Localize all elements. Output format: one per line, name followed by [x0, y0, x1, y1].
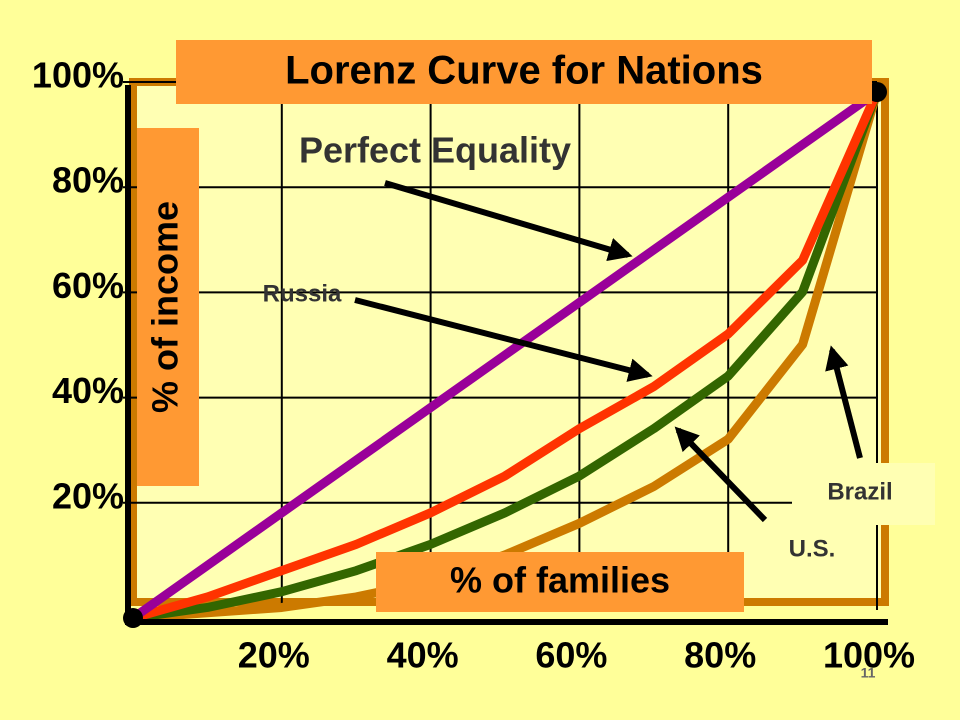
origin-dot — [123, 608, 143, 628]
arrow — [384, 180, 633, 262]
title-box — [176, 40, 872, 104]
brazil-label-box — [792, 463, 935, 525]
series-label: Perfect Equality — [299, 130, 571, 171]
lorenz-curve — [128, 87, 882, 623]
x-tick-label: 100% — [823, 635, 915, 676]
y-tick-label: 40% — [52, 370, 124, 411]
y-tick-label: 80% — [52, 160, 124, 201]
x-tick-label: 60% — [535, 635, 607, 676]
series-label: Brazil — [827, 478, 892, 505]
arrow — [354, 297, 653, 382]
y-tick-label: 60% — [52, 265, 124, 306]
arrows — [354, 180, 863, 523]
x-axis-label: % of families — [450, 560, 670, 601]
y-label-box — [137, 128, 199, 486]
x-tick-label: 40% — [387, 635, 459, 676]
y-tick-label: 100% — [32, 55, 124, 96]
arrow — [825, 345, 863, 459]
series-label: U.S. — [789, 535, 836, 562]
y-axis-label: % of income — [145, 201, 186, 413]
series-label: Russia — [263, 280, 342, 307]
arrow — [674, 426, 768, 523]
y-tick-label: 20% — [52, 475, 124, 516]
lorenz-curve — [128, 87, 882, 623]
x-label-box — [376, 552, 744, 612]
lorenz-curve — [128, 87, 882, 623]
slide-number: 11 — [861, 665, 876, 681]
x-tick-label: 20% — [238, 635, 310, 676]
x-tick-label: 80% — [684, 635, 756, 676]
chart-title: Lorenz Curve for Nations — [285, 49, 763, 93]
